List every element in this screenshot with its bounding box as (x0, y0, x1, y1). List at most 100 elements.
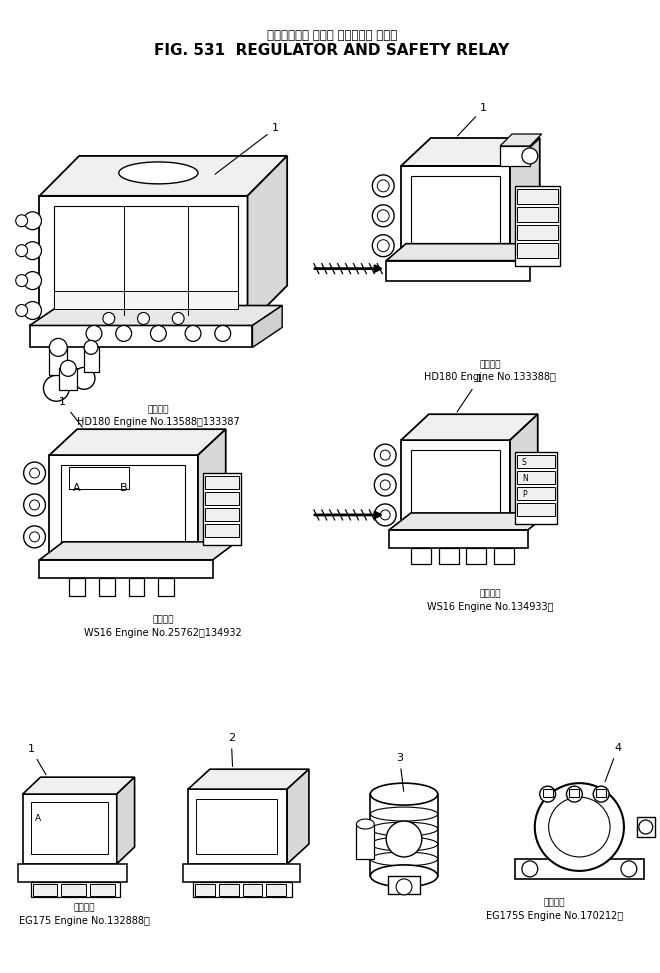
Bar (267, 883, 286, 896)
Text: 適用号累: 適用号累 (73, 904, 95, 913)
Text: 2: 2 (228, 734, 235, 767)
Text: EG175 Engine No.132888～: EG175 Engine No.132888～ (18, 916, 150, 925)
Bar (517, 487, 554, 500)
Bar (517, 207, 558, 222)
Circle shape (30, 532, 40, 542)
Bar (61, 883, 86, 896)
Text: 1: 1 (215, 123, 279, 174)
Circle shape (566, 786, 582, 802)
Circle shape (378, 180, 389, 192)
Circle shape (103, 312, 115, 324)
Text: 1: 1 (59, 397, 82, 427)
Circle shape (374, 444, 396, 466)
Circle shape (50, 339, 67, 356)
Bar (205, 492, 239, 505)
Circle shape (378, 239, 389, 252)
Polygon shape (500, 134, 542, 146)
Bar (32, 883, 57, 896)
Bar (411, 548, 431, 563)
Bar (356, 824, 374, 859)
Bar (195, 883, 214, 896)
Bar (401, 166, 510, 261)
Ellipse shape (370, 783, 438, 805)
Circle shape (639, 820, 653, 834)
Bar (494, 548, 514, 563)
Text: WS16 Engine No.25762～134932: WS16 Engine No.25762～134932 (84, 628, 242, 637)
Bar (243, 883, 263, 896)
Ellipse shape (119, 162, 198, 184)
Bar (30, 882, 119, 897)
Circle shape (86, 325, 102, 342)
Circle shape (372, 175, 394, 197)
Text: 4: 4 (605, 743, 621, 781)
Text: 1: 1 (457, 375, 482, 412)
Polygon shape (386, 243, 550, 261)
Bar (203, 473, 241, 545)
Bar (517, 503, 554, 516)
Text: 適用号累: 適用号累 (544, 899, 566, 908)
Text: 適用号累: 適用号累 (479, 360, 501, 370)
Circle shape (172, 312, 184, 324)
Circle shape (24, 494, 46, 516)
Text: 1: 1 (28, 744, 46, 775)
Bar (517, 242, 558, 258)
Text: A: A (34, 814, 40, 823)
Polygon shape (40, 542, 237, 559)
Circle shape (30, 468, 40, 478)
Polygon shape (117, 777, 135, 864)
Text: FIG. 531  REGULATOR AND SAFETY RELAY: FIG. 531 REGULATOR AND SAFETY RELAY (154, 43, 510, 58)
Bar (40, 559, 213, 578)
Circle shape (24, 302, 42, 319)
Ellipse shape (370, 837, 438, 851)
Circle shape (378, 210, 389, 222)
Ellipse shape (370, 807, 438, 821)
Text: レギュレータ および セーフティ リレー: レギュレータ および セーフティ リレー (267, 29, 397, 42)
Bar (205, 508, 239, 521)
Bar (517, 455, 554, 468)
Circle shape (24, 271, 42, 290)
Bar (388, 876, 420, 894)
Bar (40, 196, 248, 325)
Circle shape (593, 786, 609, 802)
Text: 適用号累: 適用号累 (148, 405, 169, 414)
Text: 1: 1 (457, 103, 487, 136)
Bar (515, 186, 560, 266)
Text: 3: 3 (396, 753, 404, 791)
Bar (370, 794, 438, 876)
Bar (219, 883, 239, 896)
Bar (439, 548, 459, 563)
Text: HD180 Engine No.13588～133387: HD180 Engine No.13588～133387 (77, 417, 240, 427)
Circle shape (24, 462, 46, 484)
Bar (59, 369, 77, 390)
Polygon shape (253, 306, 282, 347)
Bar (30, 802, 108, 854)
Bar (50, 455, 198, 559)
Bar (389, 530, 528, 548)
Text: B: B (120, 483, 127, 493)
Circle shape (522, 148, 538, 163)
Text: EG175S Engine No.170212～: EG175S Engine No.170212～ (486, 911, 623, 920)
Circle shape (396, 879, 412, 895)
Polygon shape (198, 429, 226, 559)
Bar (517, 189, 558, 203)
Circle shape (115, 325, 131, 342)
Text: S: S (522, 458, 527, 467)
Ellipse shape (370, 852, 438, 866)
Bar (515, 452, 556, 523)
Bar (500, 146, 530, 166)
Bar (22, 794, 117, 864)
Bar (69, 578, 85, 595)
Polygon shape (389, 513, 550, 530)
Circle shape (372, 204, 394, 227)
Polygon shape (40, 156, 287, 196)
Circle shape (380, 450, 390, 460)
Text: HD180 Engine No.133388～: HD180 Engine No.133388～ (424, 373, 556, 382)
Polygon shape (188, 770, 309, 789)
Bar (69, 467, 129, 489)
Bar (570, 789, 579, 797)
Bar (386, 261, 530, 280)
Bar (515, 859, 644, 879)
Circle shape (84, 341, 98, 354)
Bar (205, 476, 239, 489)
Circle shape (16, 244, 28, 257)
